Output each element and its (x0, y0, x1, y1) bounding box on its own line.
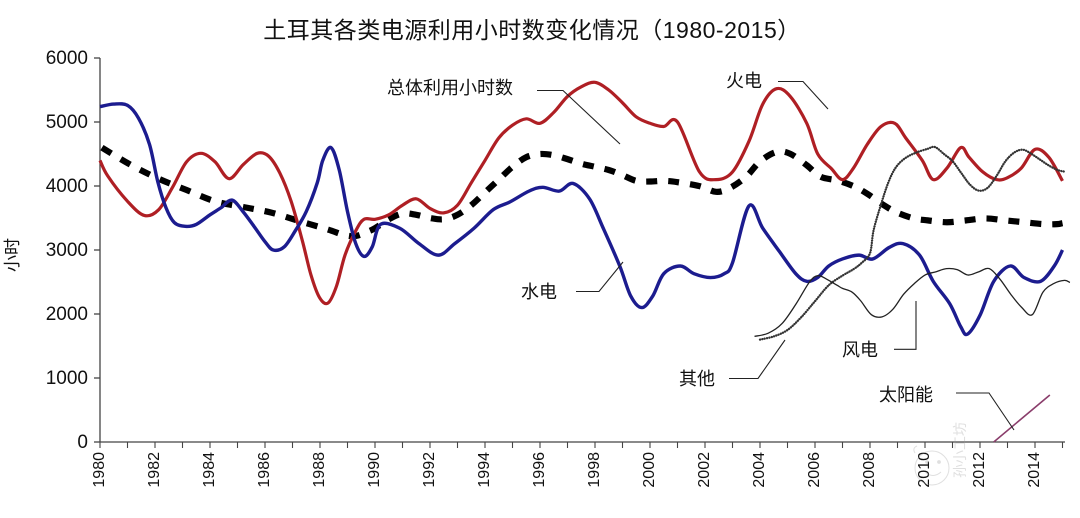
svg-text:2002: 2002 (696, 452, 713, 488)
svg-text:4000: 4000 (46, 176, 88, 197)
svg-text:2012: 2012 (971, 452, 988, 488)
svg-text:1986: 1986 (256, 452, 273, 488)
svg-text:其他: 其他 (679, 369, 715, 389)
svg-text:1984: 1984 (201, 452, 218, 488)
svg-text:1992: 1992 (421, 452, 438, 488)
svg-text:2014: 2014 (1026, 452, 1043, 488)
svg-text:1982: 1982 (146, 452, 163, 488)
svg-text:2006: 2006 (806, 452, 823, 488)
svg-text:水电: 水电 (521, 282, 557, 302)
svg-text:2000: 2000 (46, 304, 88, 325)
svg-text:风电: 风电 (842, 340, 878, 360)
svg-text:1998: 1998 (586, 452, 603, 488)
svg-text:1000: 1000 (46, 368, 88, 389)
svg-text:2004: 2004 (751, 452, 768, 488)
svg-text:小时: 小时 (3, 238, 22, 272)
svg-text:孙小工坊: 孙小工坊 (952, 422, 968, 478)
svg-text:3000: 3000 (46, 240, 88, 261)
svg-text:总体利用小时数: 总体利用小时数 (387, 78, 513, 98)
svg-text:2000: 2000 (641, 452, 658, 488)
svg-text:1996: 1996 (531, 452, 548, 488)
svg-text:6000: 6000 (46, 48, 88, 69)
svg-text:1990: 1990 (366, 452, 383, 488)
svg-text:太阳能: 太阳能 (879, 385, 933, 405)
svg-text:5000: 5000 (46, 112, 88, 133)
svg-text:1988: 1988 (311, 452, 328, 488)
svg-text:0: 0 (77, 432, 88, 453)
svg-text:1980: 1980 (91, 452, 108, 488)
svg-text:1994: 1994 (476, 452, 493, 488)
svg-text:火电: 火电 (726, 71, 762, 91)
svg-text:2008: 2008 (861, 452, 878, 488)
